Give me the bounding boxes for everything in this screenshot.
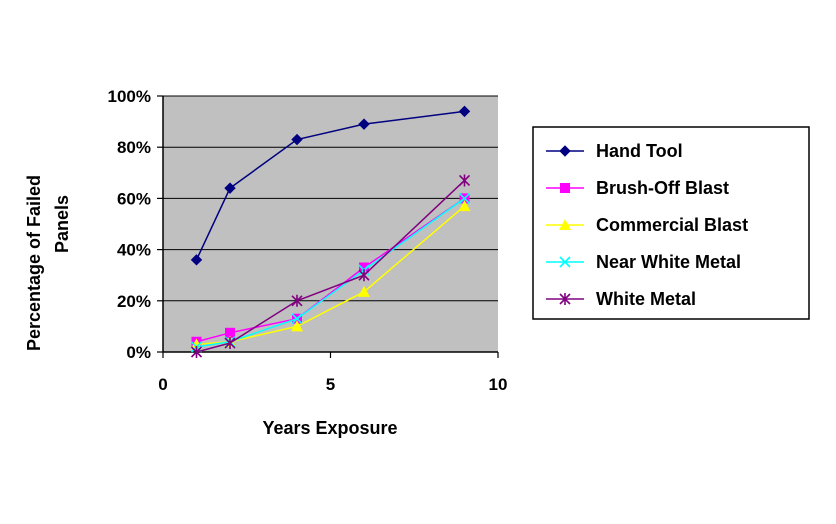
data-point (291, 320, 303, 332)
data-point (190, 346, 203, 358)
legend-item: Commercial Blast (546, 215, 748, 235)
y-tick-label: 40% (117, 241, 151, 260)
data-point (458, 192, 471, 204)
legend-label: White Metal (596, 289, 696, 309)
legend-item: White Metal (546, 289, 696, 309)
legend-label: Brush-Off Blast (596, 178, 729, 198)
legend-label: Hand Tool (596, 141, 683, 161)
y-tick-label: 80% (117, 138, 151, 157)
x-tick-label: 5 (326, 375, 335, 394)
series-layer (190, 105, 471, 358)
data-point (359, 262, 369, 273)
series-white-metal (190, 174, 471, 358)
legend-marker (559, 293, 571, 305)
data-point (225, 327, 235, 338)
legend-box (532, 126, 810, 320)
legend-label: Near White Metal (596, 252, 741, 272)
y-axis-title-line-1: Percentage of Failed (24, 175, 44, 351)
y-tick-labels: 0% 20% 40% 60% 80% 100% (108, 87, 151, 362)
gridlines (163, 95, 498, 302)
data-point (458, 105, 471, 118)
data-point (358, 285, 370, 297)
legend-label: Commercial Blast (596, 215, 748, 235)
axes (157, 95, 499, 358)
y-tick-label: 20% (117, 292, 151, 311)
data-point (358, 118, 370, 130)
y-tick-label: 60% (117, 189, 151, 208)
data-point (458, 174, 471, 187)
legend-item: Near White Metal (546, 252, 741, 272)
data-point (291, 294, 303, 307)
y-tick-label: 100% (108, 87, 151, 106)
legend: Hand Tool Brush-Off Blast Commercial Blast… (532, 126, 810, 320)
x-tick-label: 0 (158, 375, 167, 394)
data-point (358, 269, 370, 282)
data-point (291, 133, 303, 146)
x-tick-label: 10 (489, 375, 508, 394)
x-axis-title: Years Exposure (262, 418, 397, 438)
data-point (458, 200, 471, 212)
legend-marker (560, 183, 570, 193)
data-point (190, 254, 203, 266)
legend-marker (559, 256, 571, 268)
data-point (224, 182, 236, 194)
data-point (224, 337, 236, 350)
legend-marker (559, 145, 571, 157)
legend-item: Hand Tool (546, 141, 683, 161)
y-axis-title-line-2: Panels (52, 195, 72, 253)
series-hand-tool (190, 105, 471, 266)
data-point (291, 313, 303, 325)
legend-marker (559, 219, 571, 230)
y-tick-label: 0% (126, 343, 151, 362)
x-tick-labels: 0 5 10 (158, 375, 507, 394)
legend-items: Hand Tool Brush-Off Blast Commercial Blast… (546, 141, 748, 309)
legend-item: Brush-Off Blast (546, 178, 729, 198)
